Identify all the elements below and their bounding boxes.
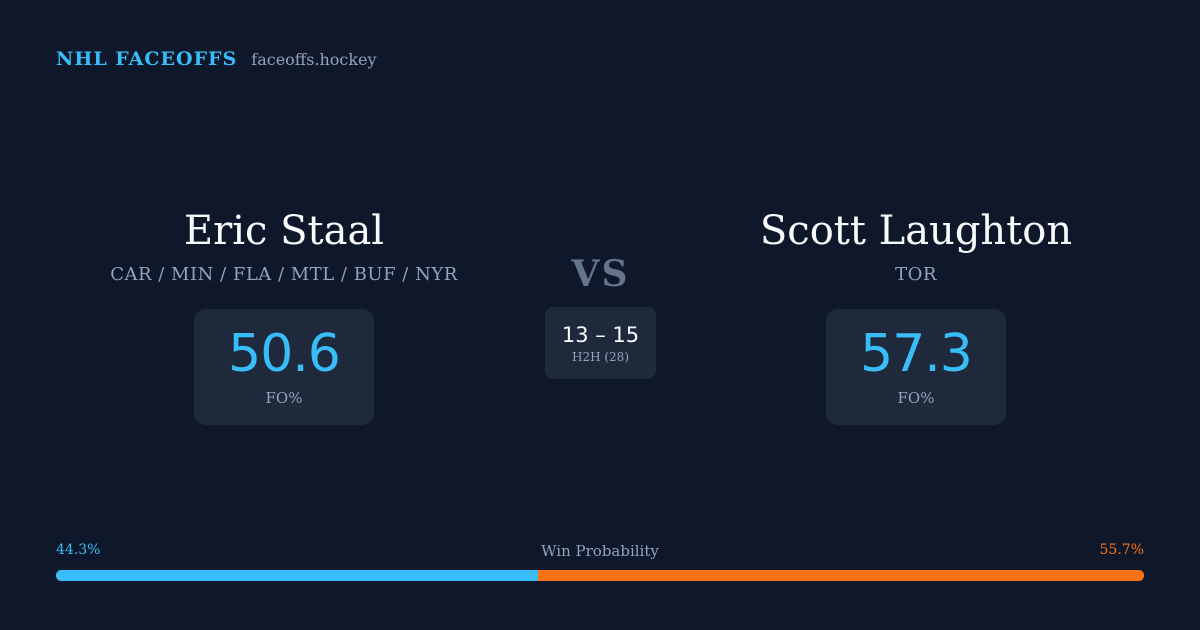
player-right-fo-label: FO%	[897, 389, 935, 407]
h2h-score: 13 – 15	[561, 323, 640, 347]
player-right-teams: TOR	[895, 264, 937, 285]
player-right-name: Scott Laughton	[759, 208, 1073, 254]
win-probability-left-fill	[56, 570, 538, 581]
brand-domain: faceoffs.hockey	[251, 50, 377, 69]
win-probability-title: Win Probability	[541, 542, 659, 560]
player-left-fo-label: FO%	[265, 389, 303, 407]
win-probability-labels: 44.3% Win Probability 55.7%	[56, 542, 1144, 564]
win-probability-right-label: 55.7%	[1099, 542, 1144, 558]
player-left-name: Eric Staal	[183, 208, 385, 254]
player-left-fo-value: 50.6	[228, 324, 341, 384]
player-right-fo-value: 57.3	[860, 324, 973, 384]
player-left-stat-card: 50.6 FO%	[194, 309, 374, 425]
h2h-label: H2H (28)	[571, 350, 629, 364]
player-left-teams: CAR / MIN / FLA / MTL / BUF / NYR	[110, 264, 458, 285]
win-probability-left-label: 44.3%	[56, 542, 101, 558]
h2h-card: 13 – 15 H2H (28)	[545, 307, 656, 379]
win-probability-right-fill	[537, 570, 1144, 581]
win-probability: 44.3% Win Probability 55.7%	[56, 542, 1144, 581]
vs-label: VS	[571, 253, 630, 295]
player-right-stat-card: 57.3 FO%	[826, 309, 1006, 425]
brand-name: NHL FACEOFFS	[56, 48, 238, 70]
matchup-center: VS 13 – 15 H2H (28)	[545, 252, 656, 379]
win-probability-bar	[56, 570, 1144, 581]
player-left: Eric Staal CAR / MIN / FLA / MTL / BUF /…	[54, 205, 514, 425]
brand-header: NHL FACEOFFS faceoffs.hockey	[56, 48, 377, 70]
player-right: Scott Laughton TOR 57.3 FO%	[686, 205, 1146, 425]
